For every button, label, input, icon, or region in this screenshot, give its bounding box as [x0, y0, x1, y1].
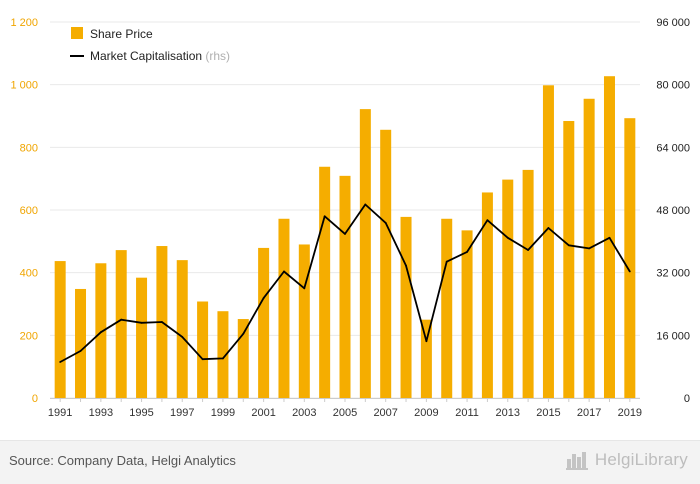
left-axis-tick-label: 800	[20, 142, 38, 154]
point-market-cap-2011	[466, 251, 468, 253]
bar-share-price-1993	[95, 263, 107, 398]
point-market-cap-1991	[59, 361, 62, 363]
point-market-cap-2003	[303, 287, 306, 290]
bar-share-price-2009	[420, 319, 432, 398]
point-market-cap-1997	[181, 336, 184, 338]
legend-swatch-share-price	[71, 27, 83, 39]
point-market-cap-2007	[384, 222, 387, 224]
point-market-cap-2013	[506, 236, 509, 239]
bar-share-price-1992	[75, 288, 87, 398]
bar-share-price-2012	[481, 192, 493, 398]
x-axis-tick-label: 1997	[170, 407, 194, 419]
point-market-cap-2006	[364, 203, 367, 206]
x-axis-tick-label: 1991	[48, 407, 72, 419]
bar-share-price-2010	[441, 218, 453, 398]
x-axis-tick-label: 2007	[373, 407, 397, 419]
bar-share-price-2000	[237, 319, 249, 398]
right-axis-tick-label: 0	[684, 393, 690, 405]
bar-share-price-2005	[339, 175, 351, 398]
right-axis-tick-label: 32 000	[656, 268, 690, 280]
x-axis-tick-label: 2001	[251, 407, 275, 419]
city-skyline-icon	[565, 452, 588, 470]
right-axis-tick-label: 96 000	[656, 17, 690, 29]
bar-share-price-2008	[400, 216, 412, 398]
bar-share-price-2004	[319, 166, 331, 398]
point-market-cap-1995	[140, 321, 143, 324]
x-axis-tick-label: 1999	[211, 407, 235, 419]
logo-text: HelgiLibrary	[594, 450, 688, 469]
point-market-cap-2002	[283, 270, 285, 273]
x-axis-tick-label: 2005	[333, 407, 357, 419]
point-market-cap-2008	[405, 264, 407, 267]
legend-rhs-note: (rhs)	[205, 49, 230, 63]
point-market-cap-2000	[242, 332, 245, 335]
axes: 0 0 200 16 000 400 32 000 600 48 000 800 64 000 1 …	[10, 17, 690, 419]
point-market-cap-2012	[486, 219, 489, 222]
left-axis-tick-label: 600	[20, 205, 38, 217]
helgi-library-logo: HelgiLibrary	[565, 450, 688, 470]
bar-share-price-2013	[502, 179, 514, 398]
left-axis-tick-label: 1 000	[10, 80, 38, 92]
x-axis-tick-label: 2009	[414, 407, 438, 419]
left-axis-tick-label: 400	[20, 268, 38, 280]
point-market-cap-2016	[567, 244, 570, 247]
bar-share-price-1998	[197, 301, 209, 398]
legend: Share Price Market Capitalisation (rhs)	[70, 27, 230, 63]
bar-share-price-2002	[278, 218, 290, 398]
market-cap-line-series	[59, 203, 631, 363]
point-market-cap-1992	[79, 350, 82, 352]
point-market-cap-1994	[120, 318, 123, 321]
point-market-cap-1996	[160, 321, 163, 323]
bar-share-price-1997	[176, 260, 188, 398]
bar-share-price-2015	[542, 85, 554, 398]
point-market-cap-2019	[628, 270, 631, 273]
point-market-cap-1999	[222, 357, 224, 360]
x-axis-tick-label: 1993	[89, 407, 113, 419]
point-market-cap-2017	[588, 247, 591, 250]
footer: Source: Company Data, Helgi Analytics He…	[0, 440, 700, 484]
point-market-cap-1998	[201, 358, 204, 361]
x-axis-tick-label: 2015	[536, 407, 560, 419]
x-axis-tick-label: 2011	[455, 407, 479, 419]
point-market-cap-2014	[527, 249, 530, 251]
x-axis-tick-label: 2019	[618, 407, 642, 419]
point-market-cap-2010	[445, 260, 448, 263]
left-axis-tick-label: 1 200	[10, 17, 38, 29]
right-axis-tick-label: 80 000	[656, 80, 690, 92]
x-axis-tick-label: 2013	[496, 407, 520, 419]
bar-share-price-2007	[380, 129, 392, 398]
chart: 0 0 200 16 000 400 32 000 600 48 000 800 64 000 1 …	[10, 17, 690, 419]
bar-share-price-2016	[563, 121, 575, 398]
x-axis-tick-label: 2017	[577, 407, 601, 419]
left-axis-tick-label: 0	[32, 393, 38, 405]
point-market-cap-1993	[99, 331, 102, 334]
legend-label-share-price: Share Price	[90, 27, 153, 41]
x-axis-tick-label: 1995	[129, 407, 153, 419]
x-axis-tick-label: 2003	[292, 407, 316, 419]
bar-share-price-1991	[54, 261, 66, 398]
share-price-bars	[54, 76, 636, 399]
source-note: Source: Company Data, Helgi Analytics	[9, 453, 236, 468]
left-axis-tick-label: 200	[20, 330, 38, 342]
point-market-cap-2001	[262, 297, 265, 300]
bar-share-price-2001	[258, 247, 270, 398]
legend-label-market-cap: Market Capitalisation (rhs)	[90, 49, 230, 63]
bar-share-price-1994	[115, 250, 127, 398]
bar-share-price-1999	[217, 311, 229, 398]
point-market-cap-2005	[344, 232, 346, 235]
bar-share-price-2011	[461, 230, 473, 398]
bar-share-price-2019	[624, 118, 636, 399]
right-axis-tick-label: 16 000	[656, 330, 690, 342]
right-axis-tick-label: 48 000	[656, 205, 690, 217]
point-market-cap-2018	[608, 236, 611, 239]
point-market-cap-2009	[425, 340, 428, 343]
point-market-cap-2015	[547, 227, 550, 229]
bar-share-price-2003	[298, 244, 310, 398]
point-market-cap-2004	[323, 215, 326, 218]
right-axis-tick-label: 64 000	[656, 142, 690, 154]
bar-share-price-2006	[359, 109, 371, 399]
bar-share-price-1995	[136, 277, 148, 398]
bar-share-price-2014	[522, 169, 534, 398]
